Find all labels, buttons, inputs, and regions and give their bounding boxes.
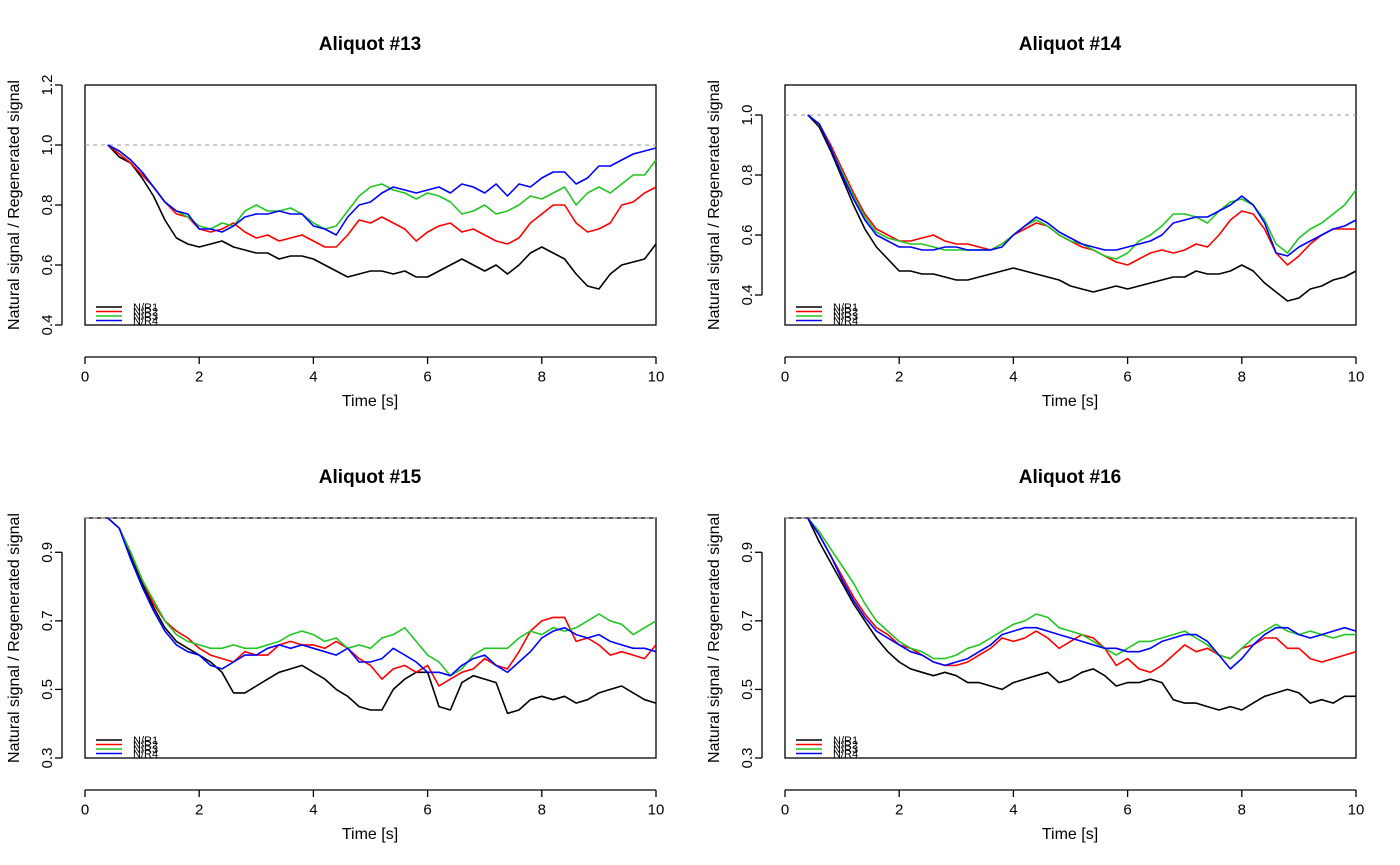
series-line-nr2 xyxy=(107,144,657,248)
legend-label: N/R4 xyxy=(133,316,158,328)
series-line-nr2 xyxy=(807,517,1357,674)
y-tick-label: 0.8 xyxy=(739,165,756,186)
x-tick-label: 6 xyxy=(1123,801,1131,818)
y-tick-label: 1.0 xyxy=(739,105,756,126)
y-tick-label: 0.8 xyxy=(39,195,56,216)
y-tick-label: 0.6 xyxy=(739,225,756,246)
y-axis-label: Natural signal / Regenerated signal xyxy=(706,80,723,330)
legend-label: N/R1 xyxy=(833,302,858,314)
chart-title: Aliquot #14 xyxy=(1019,34,1122,55)
chart-title: Aliquot #15 xyxy=(319,467,422,488)
x-tick-label: 10 xyxy=(648,801,665,818)
x-tick-label: 10 xyxy=(648,368,665,385)
x-tick-label: 8 xyxy=(1238,368,1246,385)
chart-panel-aliquot-15: Aliquot #15 0 2 4 6 8 10 0.3 0.5 0.7 0.9 Time [s… xyxy=(6,467,664,843)
legend-label: N/R1 xyxy=(133,302,158,314)
x-tick-label: 6 xyxy=(1123,368,1131,385)
y-tick-label: 0.3 xyxy=(39,748,56,769)
series-line-nr3 xyxy=(807,517,1356,660)
y-tick-label: 1.0 xyxy=(39,135,56,156)
x-tick-label: 4 xyxy=(1009,368,1017,385)
y-tick-label: 0.9 xyxy=(739,542,756,563)
x-tick-label: 10 xyxy=(1348,368,1365,385)
legend-label: N/R4 xyxy=(833,316,858,328)
chart-title: Aliquot #13 xyxy=(319,34,421,55)
series-line-nr2 xyxy=(107,517,657,687)
y-tick-label: 0.3 xyxy=(739,748,756,769)
series-line-nr4 xyxy=(807,517,1357,670)
x-tick-label: 4 xyxy=(1009,801,1017,818)
y-tick-label: 0.6 xyxy=(39,255,56,276)
x-tick-label: 6 xyxy=(423,801,431,818)
series-line-nr4 xyxy=(807,114,1357,257)
x-tick-label: 8 xyxy=(538,368,546,385)
y-axis-label: Natural signal / Regenerated signal xyxy=(6,80,23,330)
x-tick-label: 8 xyxy=(1238,801,1246,818)
legend-label: N/R2 xyxy=(833,740,858,752)
chart-panel-aliquot-14: Aliquot #14 0 2 4 6 8 10 0.4 0.6 0.8 1.0 Time [s… xyxy=(706,34,1364,410)
y-tick-label: 1.2 xyxy=(39,75,56,96)
series-line-nr4 xyxy=(107,144,657,236)
plot-frame xyxy=(784,84,1357,326)
chart-panel-aliquot-13: Aliquot #13 0 2 4 6 8 10 0.4 0.6 0.8 1.0 1.2 Time… xyxy=(6,34,664,410)
y-tick-label: 0.7 xyxy=(39,610,56,631)
legend-label: N/R3 xyxy=(133,744,158,756)
x-tick-label: 0 xyxy=(81,368,89,385)
x-tick-label: 0 xyxy=(81,801,89,818)
series-line-nr1 xyxy=(107,144,657,290)
x-axis-label: Time [s] xyxy=(1042,393,1098,410)
x-tick-label: 4 xyxy=(309,368,317,385)
legend-label: N/R3 xyxy=(133,311,158,323)
series-line-nr1 xyxy=(807,517,1356,711)
chart-title: Aliquot #16 xyxy=(1019,467,1121,488)
series-line-nr4 xyxy=(107,517,657,677)
legend-label: N/R2 xyxy=(133,740,158,752)
x-tick-label: 0 xyxy=(781,801,789,818)
series-line-nr3 xyxy=(807,114,1357,260)
series-line-nr3 xyxy=(107,144,657,230)
legend-label: N/R3 xyxy=(833,311,858,323)
y-axis-label: Natural signal / Regenerated signal xyxy=(706,513,723,763)
y-tick-label: 0.5 xyxy=(739,679,756,700)
x-axis-label: Time [s] xyxy=(1042,826,1098,843)
x-tick-label: 2 xyxy=(895,368,903,385)
x-axis-label: Time [s] xyxy=(342,826,398,843)
legend-label: N/R1 xyxy=(833,735,858,747)
plot-frame xyxy=(784,517,1357,759)
x-tick-label: 8 xyxy=(538,801,546,818)
legend-label: N/R1 xyxy=(133,735,158,747)
y-tick-label: 0.5 xyxy=(39,679,56,700)
legend-label: N/R4 xyxy=(833,749,858,761)
plot-frame xyxy=(84,517,657,759)
x-tick-label: 2 xyxy=(195,368,203,385)
chart-panel-aliquot-16: Aliquot #16 0 2 4 6 8 10 0.3 0.5 0.7 0.9 Time [s… xyxy=(706,467,1364,843)
series-line-nr1 xyxy=(107,517,657,715)
x-tick-label: 10 xyxy=(1348,801,1365,818)
y-tick-label: 0.7 xyxy=(739,610,756,631)
legend-label: N/R3 xyxy=(833,744,858,756)
y-tick-label: 0.9 xyxy=(39,542,56,563)
x-tick-label: 6 xyxy=(423,368,431,385)
y-axis-label: Natural signal / Regenerated signal xyxy=(6,513,23,763)
x-tick-label: 2 xyxy=(195,801,203,818)
series-line-nr1 xyxy=(807,114,1357,302)
legend-label: N/R2 xyxy=(833,307,858,319)
x-tick-label: 2 xyxy=(895,801,903,818)
x-tick-label: 4 xyxy=(309,801,317,818)
plot-frame xyxy=(84,84,657,326)
legend-label: N/R4 xyxy=(133,749,158,761)
legend-label: N/R2 xyxy=(133,307,158,319)
y-tick-label: 0.4 xyxy=(39,315,56,336)
y-tick-label: 0.4 xyxy=(739,285,756,306)
x-tick-label: 0 xyxy=(781,368,789,385)
x-axis-label: Time [s] xyxy=(342,393,398,410)
series-line-nr3 xyxy=(107,517,657,677)
